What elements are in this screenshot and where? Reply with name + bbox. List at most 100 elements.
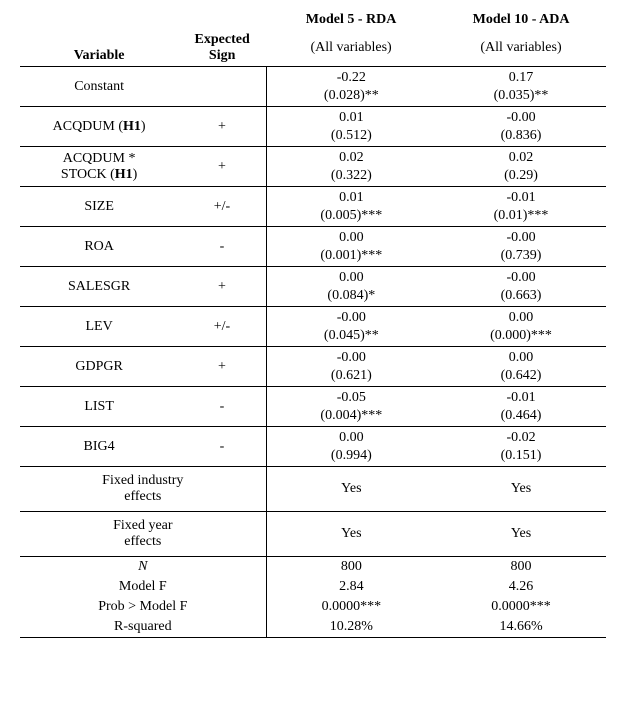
fx-row: Fixed industryeffectsYesYes [20, 467, 606, 512]
model2-value: -0.01 [506, 190, 535, 205]
header-row-2: Variable Expected Sign (All variables) (… [20, 30, 606, 67]
model2-pvalue: (0.151) [440, 447, 602, 465]
var-label: GDPGR [20, 347, 178, 387]
model2-value: 0.02 [509, 150, 534, 165]
model1-pvalue: (0.028)** [271, 87, 432, 105]
model2-pvalue: (0.035)** [440, 87, 602, 105]
model2-value: -0.01 [506, 390, 535, 405]
var-label: SALESGR [20, 267, 178, 307]
stat-r-m1: 10.28% [266, 617, 436, 638]
fx-m1: Yes [266, 467, 436, 512]
expected-sign [178, 67, 266, 107]
model1-cell: 0.01(0.512) [266, 107, 436, 147]
model1-cell: 0.00(0.994) [266, 427, 436, 467]
model1-pvalue: (0.994) [271, 447, 432, 465]
col-variable: Variable [20, 30, 178, 67]
stat-f-m2: 4.26 [436, 577, 606, 597]
model2-value: 0.17 [509, 70, 534, 85]
model1-value: 0.02 [339, 150, 364, 165]
model1-cell: -0.05 (0.004)*** [266, 387, 436, 427]
table-row: LEV+/- -0.00 (0.045)** 0.00 (0.000)*** [20, 307, 606, 347]
expected-sign: - [178, 227, 266, 267]
stat-r-label: R-squared [20, 617, 266, 638]
model1-cell: 0.00(0.084)* [266, 267, 436, 307]
expected-sign: + [178, 147, 266, 187]
model1-value: -0.05 [337, 390, 366, 405]
model1-pvalue: (0.621) [271, 367, 432, 385]
model2-cell: 0.17 (0.035)** [436, 67, 606, 107]
fx-label: Fixed industryeffects [20, 467, 266, 512]
model1-value: -0.22 [337, 70, 366, 85]
stat-p-m2: 0.0000*** [436, 597, 606, 617]
model1-cell: -0.22 (0.028)** [266, 67, 436, 107]
stat-r-m2: 14.66% [436, 617, 606, 638]
stat-row-n: N 800 800 [20, 557, 606, 578]
model2-cell: 0.00 (0.000)*** [436, 307, 606, 347]
fx-m1: Yes [266, 512, 436, 557]
stat-f-m1: 2.84 [266, 577, 436, 597]
model2-pvalue: (0.642) [440, 367, 602, 385]
model2-cell: 0.00 (0.642) [436, 347, 606, 387]
model2-cell: -0.00 (0.836) [436, 107, 606, 147]
expected-sign: +/- [178, 187, 266, 227]
expected-sign: - [178, 427, 266, 467]
var-label: LEV [20, 307, 178, 347]
model2-cell: 0.02 (0.29) [436, 147, 606, 187]
model1-value: -0.00 [337, 350, 366, 365]
model2-pvalue: (0.000)*** [440, 327, 602, 345]
table-row: SALESGR+0.00(0.084)*-0.00(0.663) [20, 267, 606, 307]
model1-value: 0.01 [339, 110, 364, 125]
expected-sign: + [178, 347, 266, 387]
table-row: ACQDUM (H1)+0.01(0.512) -0.00 (0.836) [20, 107, 606, 147]
expected-sign: - [178, 387, 266, 427]
stat-row-f: Model F 2.84 4.26 [20, 577, 606, 597]
model2-cell: -0.02 (0.151) [436, 427, 606, 467]
model2-value: -0.00 [506, 110, 535, 125]
model1-cell: -0.00 (0.621) [266, 347, 436, 387]
regression-table: Model 5 - RDA Model 10 - ADA Variable Ex… [20, 10, 606, 638]
col-expected-sign: Expected Sign [178, 30, 266, 67]
stat-p-m1: 0.0000*** [266, 597, 436, 617]
model2-pvalue: (0.01)*** [440, 207, 602, 225]
table-row: SIZE+/-0.01(0.005)*** -0.01 (0.01)*** [20, 187, 606, 227]
model1-pvalue: (0.004)*** [271, 407, 432, 425]
stat-row-r: R-squared 10.28% 14.66% [20, 617, 606, 638]
model2-pvalue: (0.464) [440, 407, 602, 425]
model2-cell: -0.01 (0.464) [436, 387, 606, 427]
model2-cell: -0.00 (0.663) [436, 267, 606, 307]
fx-label: Fixed yeareffects [20, 512, 266, 557]
model1-pvalue: (0.322) [271, 167, 432, 185]
model2-cell: -0.00(0.739) [436, 227, 606, 267]
expected-sign: + [178, 107, 266, 147]
fx-row: Fixed yeareffectsYesYes [20, 512, 606, 557]
model2-value: 0.00 [509, 350, 534, 365]
table-row: ACQDUM *STOCK (H1)+0.02 (0.322) 0.02 (0.29) [20, 147, 606, 187]
model2-pvalue: (0.836) [440, 127, 602, 145]
var-label: BIG4 [20, 427, 178, 467]
table-row: BIG4-0.00(0.994) -0.02 (0.151) [20, 427, 606, 467]
model2-value: -0.00 [506, 270, 535, 285]
var-label: ACQDUM (H1) [20, 107, 178, 147]
stat-n-label: N [20, 557, 266, 578]
model1-cell: 0.01(0.005)*** [266, 187, 436, 227]
model2-title: Model 10 - ADA [436, 10, 606, 30]
stat-n-m2: 800 [436, 557, 606, 578]
model1-cell: -0.00 (0.045)** [266, 307, 436, 347]
model2-value: 0.00 [509, 310, 534, 325]
model2-pvalue: (0.29) [440, 167, 602, 185]
expected-sign: +/- [178, 307, 266, 347]
model2-pvalue: (0.739) [440, 247, 602, 265]
model1-pvalue: (0.045)** [271, 327, 432, 345]
fx-m2: Yes [436, 467, 606, 512]
stat-f-label: Model F [20, 577, 266, 597]
var-label: SIZE [20, 187, 178, 227]
model2-value: -0.02 [506, 430, 535, 445]
stat-row-p: Prob > Model F 0.0000*** 0.0000*** [20, 597, 606, 617]
model1-title: Model 5 - RDA [266, 10, 436, 30]
var-label: Constant [20, 67, 178, 107]
model1-sub: (All variables) [266, 30, 436, 67]
var-label: ACQDUM *STOCK (H1) [20, 147, 178, 187]
model2-pvalue: (0.663) [440, 287, 602, 305]
model1-pvalue: (0.001)*** [271, 247, 432, 265]
model1-value: -0.00 [337, 310, 366, 325]
